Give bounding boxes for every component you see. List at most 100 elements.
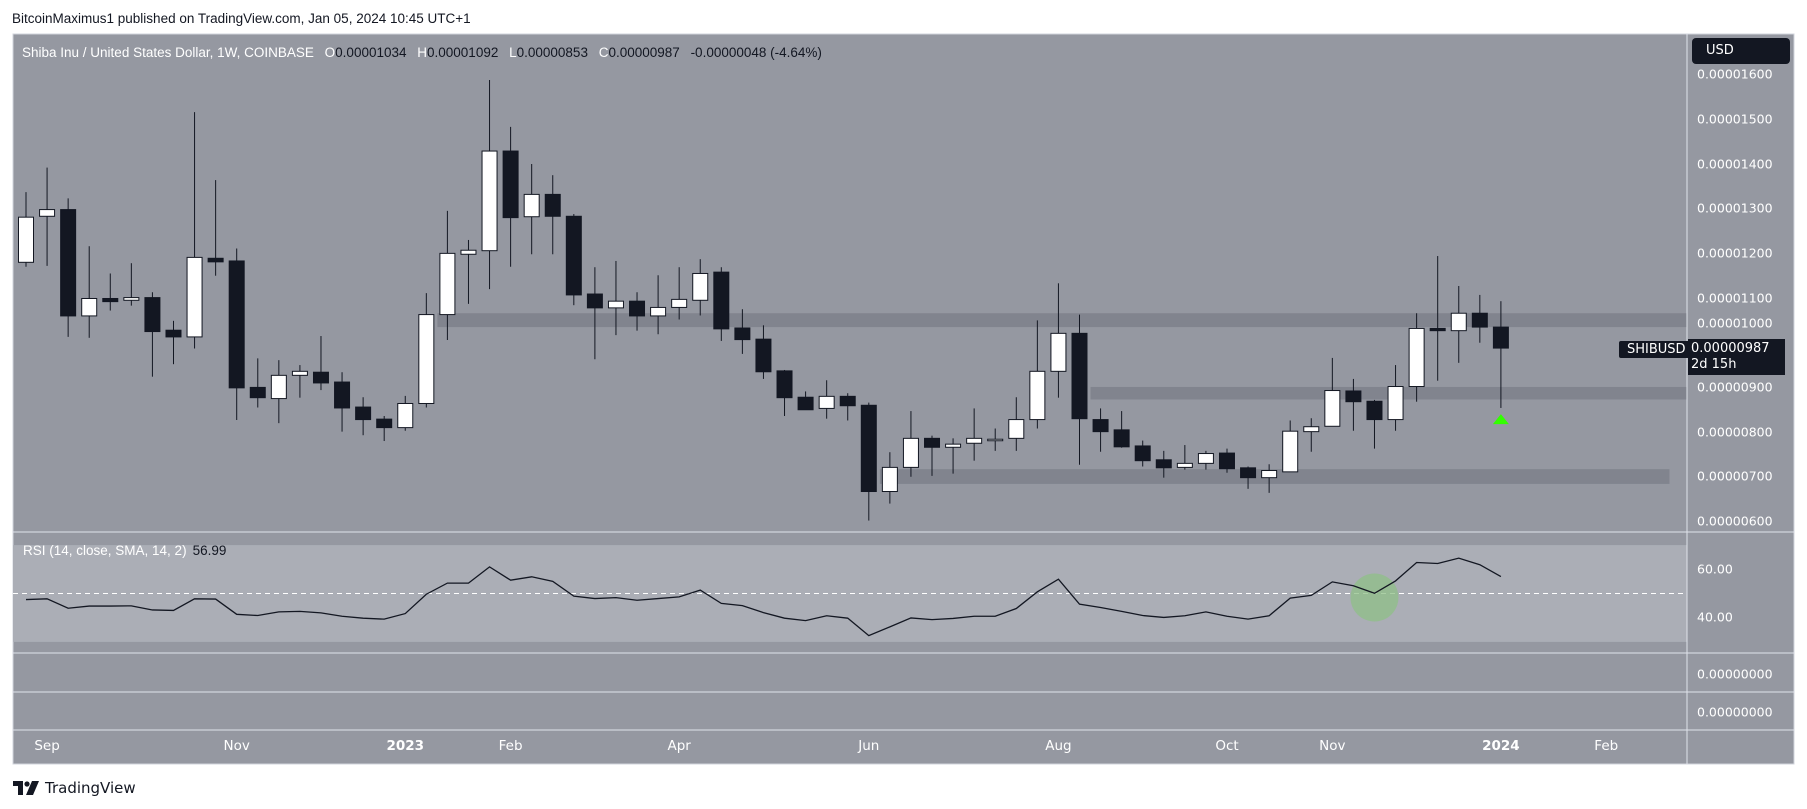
candle[interactable] bbox=[692, 259, 709, 316]
candle[interactable] bbox=[1387, 365, 1404, 431]
candle[interactable] bbox=[123, 263, 140, 306]
candle[interactable] bbox=[1134, 440, 1151, 467]
candle[interactable] bbox=[1240, 466, 1257, 489]
candle[interactable] bbox=[355, 397, 372, 436]
candle[interactable] bbox=[881, 452, 898, 504]
candle[interactable] bbox=[1429, 256, 1446, 381]
price-axis-label: 0.00001300 bbox=[1697, 200, 1773, 216]
candle[interactable] bbox=[144, 292, 161, 377]
candle[interactable] bbox=[1471, 294, 1488, 343]
candle[interactable] bbox=[1450, 285, 1467, 363]
candle[interactable] bbox=[1261, 464, 1278, 493]
candle[interactable] bbox=[818, 380, 835, 419]
candles bbox=[18, 80, 1509, 521]
candle[interactable] bbox=[1197, 450, 1214, 470]
candle[interactable] bbox=[671, 267, 688, 320]
candle-body-up bbox=[650, 306, 667, 317]
candle[interactable] bbox=[1408, 313, 1425, 402]
candle[interactable] bbox=[1071, 314, 1088, 465]
candle[interactable] bbox=[1324, 357, 1341, 427]
candle[interactable] bbox=[607, 260, 624, 336]
price-axis-label: 0.00000800 bbox=[1697, 424, 1773, 440]
time-axis-label: Nov bbox=[223, 738, 250, 754]
candle[interactable] bbox=[165, 320, 182, 365]
candle[interactable] bbox=[312, 336, 329, 391]
candle[interactable] bbox=[102, 273, 119, 311]
candle-body-down bbox=[249, 386, 266, 399]
candle-body-up bbox=[18, 216, 34, 263]
candle[interactable] bbox=[1176, 445, 1193, 470]
candle[interactable] bbox=[334, 372, 351, 432]
currency-button[interactable]: USD bbox=[1692, 38, 1790, 64]
support-resistance-zone[interactable] bbox=[437, 313, 1687, 328]
candle-body-down bbox=[755, 338, 772, 373]
candle[interactable] bbox=[797, 391, 814, 411]
candle[interactable] bbox=[228, 248, 245, 421]
candle[interactable] bbox=[924, 435, 941, 476]
candle[interactable] bbox=[249, 358, 266, 408]
candle-body-up bbox=[966, 437, 983, 444]
candle[interactable] bbox=[1303, 418, 1320, 452]
open-value: 0.00001034 bbox=[335, 45, 407, 60]
candle[interactable] bbox=[860, 402, 877, 521]
candle-body-up bbox=[523, 193, 540, 218]
publish-attribution: BitcoinMaximus1 published on TradingView… bbox=[12, 11, 471, 26]
candle[interactable] bbox=[987, 428, 1004, 451]
candle[interactable] bbox=[586, 267, 603, 360]
high-key: H bbox=[417, 45, 428, 60]
candle[interactable] bbox=[1366, 399, 1383, 449]
candle[interactable] bbox=[544, 175, 561, 255]
candle[interactable] bbox=[376, 416, 393, 442]
tradingview-logo[interactable]: TradingView bbox=[13, 779, 136, 797]
candle[interactable] bbox=[81, 246, 98, 338]
candle[interactable] bbox=[418, 293, 435, 408]
candle[interactable] bbox=[565, 214, 582, 306]
candle[interactable] bbox=[1282, 420, 1299, 473]
candle[interactable] bbox=[39, 167, 56, 266]
candle[interactable] bbox=[945, 438, 962, 474]
rsi-title: RSI (14, close, SMA, 14, 2) bbox=[23, 543, 187, 558]
time-axis-label: Jun bbox=[858, 738, 880, 754]
candle[interactable] bbox=[839, 393, 856, 421]
candle[interactable] bbox=[966, 408, 983, 461]
candle[interactable] bbox=[397, 395, 414, 431]
candle[interactable] bbox=[460, 239, 477, 304]
candle[interactable] bbox=[1092, 408, 1109, 452]
candle[interactable] bbox=[650, 275, 667, 335]
candle[interactable] bbox=[186, 112, 203, 349]
candle-body-up bbox=[439, 252, 456, 316]
candle[interactable] bbox=[713, 267, 730, 341]
candle[interactable] bbox=[291, 365, 308, 398]
candle[interactable] bbox=[629, 292, 646, 331]
candle[interactable] bbox=[439, 210, 456, 341]
candle[interactable] bbox=[1492, 301, 1509, 408]
candle[interactable] bbox=[60, 198, 77, 337]
candle[interactable] bbox=[734, 309, 751, 354]
candle-body-down bbox=[376, 418, 393, 429]
change-value: -0.00000048 (-4.64%) bbox=[690, 45, 822, 60]
candle[interactable] bbox=[1008, 397, 1025, 451]
rsi-axis-label: 60.00 bbox=[1697, 561, 1733, 577]
candle-body-down bbox=[860, 404, 877, 493]
candle[interactable] bbox=[502, 126, 519, 267]
candle[interactable] bbox=[1345, 378, 1362, 431]
candle[interactable] bbox=[18, 192, 34, 267]
price-axis-label: 0.00001500 bbox=[1697, 111, 1773, 127]
candle[interactable] bbox=[207, 180, 224, 276]
candle[interactable] bbox=[523, 164, 540, 255]
candle-body-down bbox=[102, 297, 119, 303]
candle[interactable] bbox=[1050, 283, 1067, 398]
candle[interactable] bbox=[1029, 320, 1046, 429]
candle-body-up bbox=[1197, 453, 1214, 464]
candle[interactable] bbox=[776, 369, 793, 417]
candle-body-down bbox=[924, 437, 941, 448]
candle[interactable] bbox=[1218, 448, 1235, 473]
candle[interactable] bbox=[270, 360, 287, 424]
candle[interactable] bbox=[1155, 450, 1172, 478]
candle[interactable] bbox=[902, 411, 919, 477]
pane-axis-label: 0.00000000 bbox=[1697, 666, 1773, 682]
candle[interactable] bbox=[1113, 411, 1130, 448]
candle[interactable] bbox=[481, 80, 498, 290]
candle[interactable] bbox=[755, 325, 772, 379]
